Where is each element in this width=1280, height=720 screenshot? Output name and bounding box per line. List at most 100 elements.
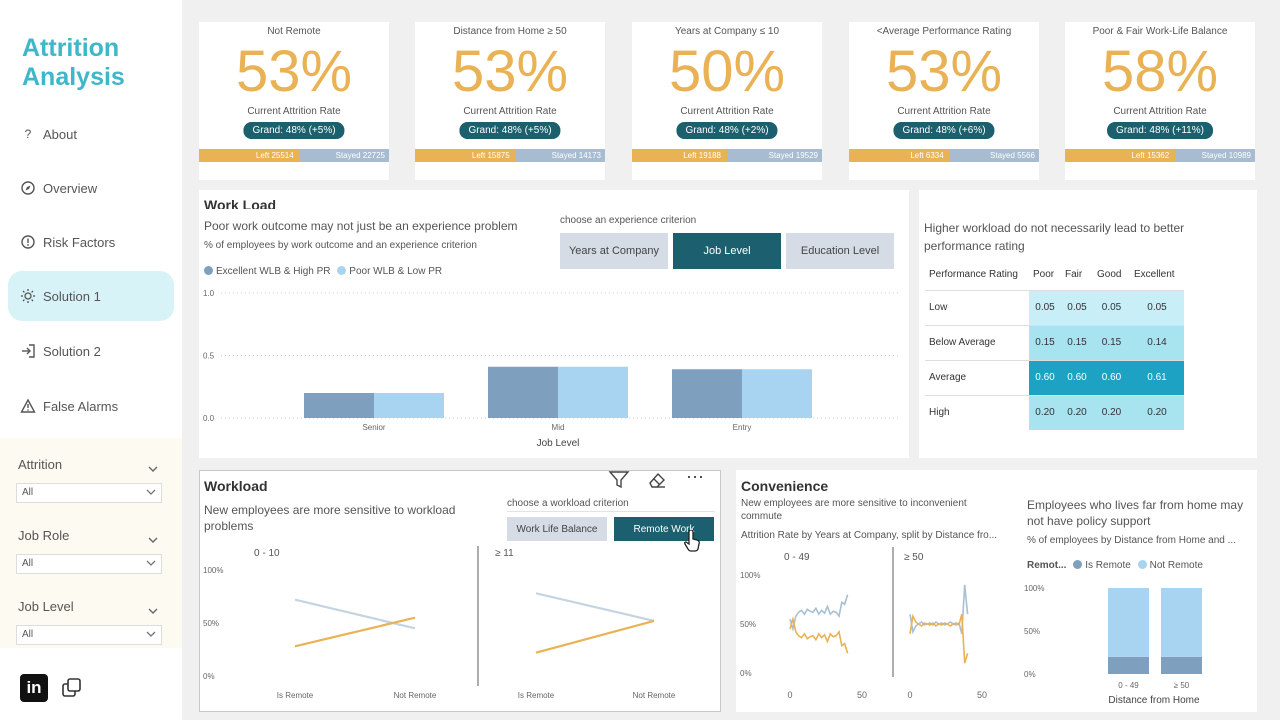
legend-swatch bbox=[337, 266, 347, 275]
table-cell[interactable]: 0.61 bbox=[1130, 360, 1184, 395]
table-cell[interactable]: 0.05 bbox=[1061, 290, 1093, 325]
row-label: Below Average bbox=[929, 337, 996, 348]
nav-item-overview[interactable]: Overview bbox=[8, 163, 174, 213]
bar[interactable] bbox=[304, 393, 374, 418]
left-count: Left 15875 bbox=[415, 149, 516, 162]
left-stayed-bar: Left 6334 Stayed 5566 bbox=[849, 149, 1039, 162]
legend-item: Poor WLB & Low PR bbox=[349, 266, 443, 277]
table-cell[interactable]: 0.60 bbox=[1029, 360, 1061, 395]
bar[interactable] bbox=[672, 369, 742, 418]
nav-label: Risk Factors bbox=[43, 234, 116, 250]
copy-icon[interactable] bbox=[62, 678, 82, 698]
left-count: Left 25514 bbox=[199, 149, 300, 162]
stacked-bar-segment[interactable] bbox=[1161, 656, 1202, 674]
table-cell[interactable]: 0.20 bbox=[1029, 395, 1061, 430]
policy-caption: % of employees by Distance from Home and… bbox=[1027, 535, 1236, 546]
workload-top-heading: Work Load bbox=[204, 197, 277, 209]
chevron-down-icon[interactable] bbox=[148, 602, 158, 614]
y-tick-label: 50% bbox=[740, 620, 756, 629]
kpi-title: Years at Company ≤ 10 bbox=[674, 26, 780, 37]
bar[interactable] bbox=[374, 393, 444, 418]
legend-item: Excellent WLB & High PR bbox=[216, 266, 331, 277]
more-options-icon[interactable]: ⋯ bbox=[686, 467, 704, 487]
y-tick-label: 0.0 bbox=[203, 414, 215, 423]
policy-headline: Employees who lives far from home may no… bbox=[1027, 498, 1244, 528]
criterion-button-education-level[interactable]: Education Level bbox=[786, 233, 894, 269]
filter-label: Attrition bbox=[18, 457, 63, 472]
table-cell[interactable]: 0.14 bbox=[1130, 325, 1184, 360]
bar[interactable] bbox=[488, 366, 558, 418]
kpi-title: Not Remote bbox=[267, 26, 321, 37]
workload-top-headline: Poor work outcome may not just be an exp… bbox=[204, 219, 518, 233]
row-label: Low bbox=[929, 302, 948, 313]
series-line bbox=[789, 594, 849, 633]
kpi-subtitle: Current Attrition Rate bbox=[463, 106, 557, 117]
nav-label: False Alarms bbox=[43, 398, 119, 414]
y-tick-label: 1.0 bbox=[203, 289, 215, 298]
table-header: Performance Rating Poor Fair Good Excellent bbox=[925, 260, 1184, 290]
table-cell[interactable]: 0.20 bbox=[1130, 395, 1184, 430]
stacked-bar-segment[interactable] bbox=[1161, 588, 1202, 657]
bar[interactable] bbox=[742, 369, 812, 418]
kpi-card: Poor & Fair Work-Life Balance 58% Current … bbox=[1065, 22, 1255, 180]
x-axis-label: Job Level bbox=[537, 438, 580, 449]
workload-button-remote-work[interactable]: Remote Work bbox=[614, 517, 714, 541]
table-cell[interactable]: 0.05 bbox=[1093, 290, 1130, 325]
table-cell[interactable]: 0.60 bbox=[1061, 360, 1093, 395]
filter-dropdown-job-level[interactable]: All bbox=[16, 625, 162, 645]
criterion-button-years-at-company[interactable]: Years at Company bbox=[560, 233, 668, 269]
chevron-down-icon bbox=[146, 559, 156, 570]
nav-item-risk-factors[interactable]: Risk Factors bbox=[8, 217, 174, 267]
stacked-bar-segment[interactable] bbox=[1108, 656, 1149, 674]
kpi-value: 50% bbox=[668, 39, 786, 104]
kpi-grand-badge: Grand: 48% (+5%) bbox=[243, 122, 345, 139]
nav-label: Overview bbox=[43, 180, 98, 196]
chevron-down-icon[interactable] bbox=[148, 531, 158, 543]
warning-triangle-icon bbox=[20, 398, 36, 414]
stacked-bar-segment[interactable] bbox=[1108, 588, 1149, 657]
filter-dropdown-job-role[interactable]: All bbox=[16, 554, 162, 574]
table-cell[interactable]: 0.05 bbox=[1130, 290, 1184, 325]
workload-button-work-life-balance[interactable]: Work Life Balance bbox=[507, 517, 607, 541]
y-tick-label: 100% bbox=[740, 571, 760, 580]
filter-panel: Attrition All Job Role All Job Level All bbox=[0, 438, 182, 648]
kpi-value: 53% bbox=[451, 39, 569, 104]
table-cell[interactable]: 0.20 bbox=[1093, 395, 1130, 430]
table-cell[interactable]: 0.05 bbox=[1029, 290, 1061, 325]
svg-text:?: ? bbox=[25, 127, 32, 141]
nav-item-false-alarms[interactable]: False Alarms bbox=[8, 381, 174, 431]
column-header: Good bbox=[1097, 269, 1122, 281]
nav-item-about[interactable]: ? About bbox=[8, 109, 174, 159]
series-line bbox=[294, 616, 416, 648]
x-tick-label: 0 bbox=[787, 690, 792, 700]
kpi-card: Years at Company ≤ 10 50% Current Attritio… bbox=[632, 22, 822, 180]
left-stayed-bar: Left 19188 Stayed 19529 bbox=[632, 149, 822, 162]
left-stayed-bar: Left 25514 Stayed 22725 bbox=[199, 149, 389, 162]
series-line bbox=[294, 598, 416, 630]
table-cell[interactable]: 0.15 bbox=[1029, 325, 1061, 360]
legend-title: Remot... bbox=[1027, 560, 1067, 571]
table-cell[interactable]: 0.15 bbox=[1093, 325, 1130, 360]
eraser-icon[interactable] bbox=[646, 470, 668, 490]
sidebar: Attrition Analysis ? About Overview Risk Fa… bbox=[0, 0, 182, 720]
x-tick-label: Is Remote bbox=[277, 691, 314, 700]
chevron-down-icon[interactable] bbox=[148, 460, 158, 472]
bar[interactable] bbox=[558, 366, 628, 418]
kpi-subtitle: Current Attrition Rate bbox=[680, 106, 774, 117]
dropdown-value: All bbox=[22, 558, 34, 569]
filter-icon[interactable] bbox=[608, 470, 630, 490]
kpi-card: <Average Performance Rating 53% Current At… bbox=[849, 22, 1039, 180]
policy-stacked-bar-chart: 100% 50% 0% 0 - 49 ≥ 50 Distance from Home bbox=[1024, 584, 1202, 706]
nav-item-solution-2[interactable]: Solution 2 bbox=[8, 326, 174, 376]
criterion-button-job-level[interactable]: Job Level bbox=[673, 233, 781, 269]
table-cell[interactable]: 0.15 bbox=[1061, 325, 1093, 360]
table-cell[interactable]: 0.20 bbox=[1061, 395, 1093, 430]
linkedin-icon[interactable]: in bbox=[20, 674, 48, 702]
table-cell[interactable]: 0.60 bbox=[1093, 360, 1130, 395]
legend-swatch bbox=[1137, 560, 1147, 569]
filter-dropdown-attrition[interactable]: All bbox=[16, 483, 162, 503]
kpi-title: Poor & Fair Work-Life Balance bbox=[1092, 26, 1228, 37]
alert-circle-icon bbox=[20, 234, 36, 250]
nav-item-solution-1[interactable]: Solution 1 bbox=[8, 271, 174, 321]
x-tick-label: Is Remote bbox=[518, 691, 555, 700]
